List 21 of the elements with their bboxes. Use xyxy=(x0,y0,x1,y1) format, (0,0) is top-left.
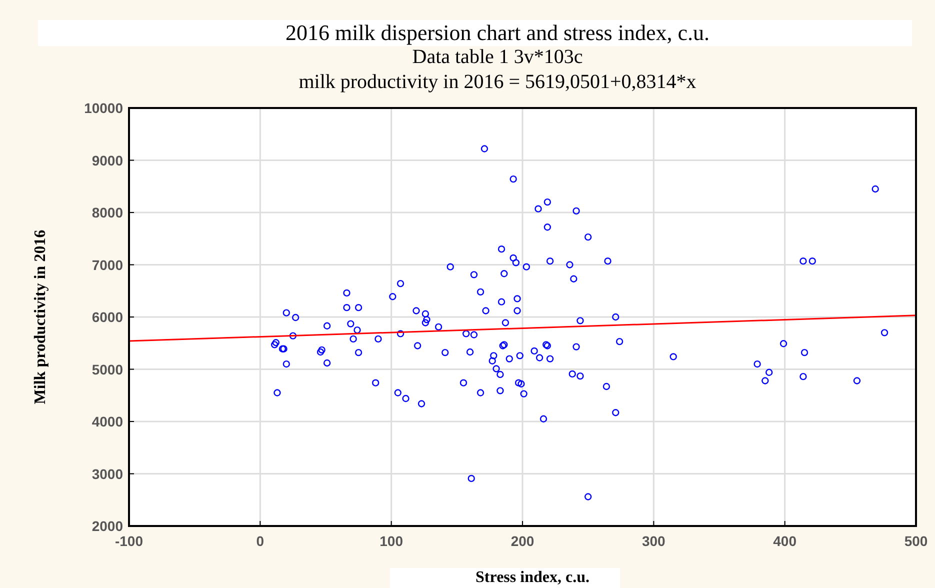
y-tick-label: 3000 xyxy=(92,466,124,482)
x-axis-title: Stress index, c.u. xyxy=(476,569,590,586)
text: milk productivity in 2016 = 5619,0501+0,8314*x xyxy=(298,71,696,93)
y-tick-label: 4000 xyxy=(92,414,124,430)
y-tick-label: 10000 xyxy=(84,100,124,116)
chart-subtitle: Data table 1 3v*103c xyxy=(412,46,583,68)
x-tick-label: 300 xyxy=(642,533,666,549)
x-tick-label: -100 xyxy=(114,533,144,549)
y-tick-label: 8000 xyxy=(92,204,124,220)
x-tick-label: 100 xyxy=(380,533,404,549)
y-tick-label: 9000 xyxy=(92,152,124,168)
y-tick-label: 2000 xyxy=(92,518,124,534)
x-tick-label: 400 xyxy=(773,533,797,549)
chart-title: 2016 milk dispersion chart and stress index, c.u. xyxy=(285,20,710,45)
y-tick-label: 7000 xyxy=(92,256,124,273)
y-axis-title: Milk productivity in 2016 xyxy=(32,230,49,404)
y-tick-label: 5000 xyxy=(92,361,124,378)
y-tick-label: 6000 xyxy=(92,309,124,325)
x-tick-label: 200 xyxy=(510,533,534,549)
x-tick-label: 0 xyxy=(256,533,264,549)
x-tick-label: 500 xyxy=(904,533,928,549)
